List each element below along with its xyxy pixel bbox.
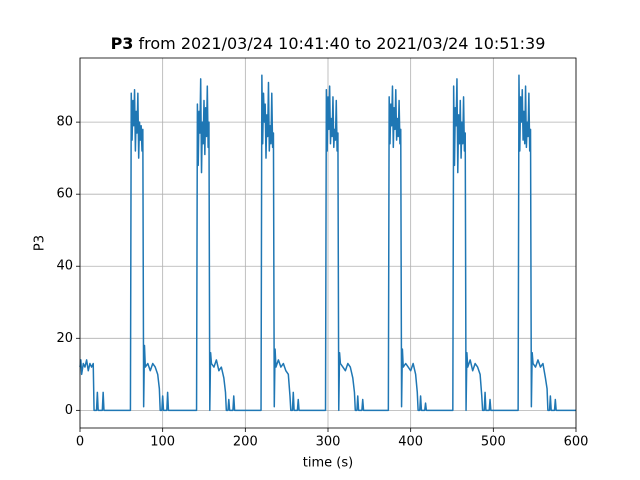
y-tick-label: 60 bbox=[56, 187, 73, 202]
x-tick-label: 400 bbox=[398, 435, 423, 450]
x-tick-label: 0 bbox=[76, 435, 84, 450]
y-tick-label: 20 bbox=[56, 331, 73, 346]
x-tick-label: 100 bbox=[150, 435, 175, 450]
title-text: from 2021/03/24 10:41:40 to 2021/03/24 1… bbox=[139, 34, 546, 53]
x-axis-label: time (s) bbox=[303, 456, 353, 471]
y-axis-label: P3 bbox=[33, 235, 48, 251]
y-tick-label: 0 bbox=[65, 403, 73, 418]
title-prefix: P3 bbox=[111, 34, 134, 53]
chart-title: P3 from 2021/03/24 10:41:40 to 2021/03/2… bbox=[111, 34, 546, 53]
data-line bbox=[79, 74, 576, 412]
x-tick-label: 600 bbox=[564, 435, 589, 450]
x-tick-label: 200 bbox=[233, 435, 258, 450]
y-tick-label: 40 bbox=[56, 259, 73, 274]
x-tick-label: 300 bbox=[316, 435, 341, 450]
y-tick-label: 80 bbox=[56, 115, 73, 130]
x-tick-label: 500 bbox=[481, 435, 506, 450]
plot-frame bbox=[79, 57, 577, 429]
